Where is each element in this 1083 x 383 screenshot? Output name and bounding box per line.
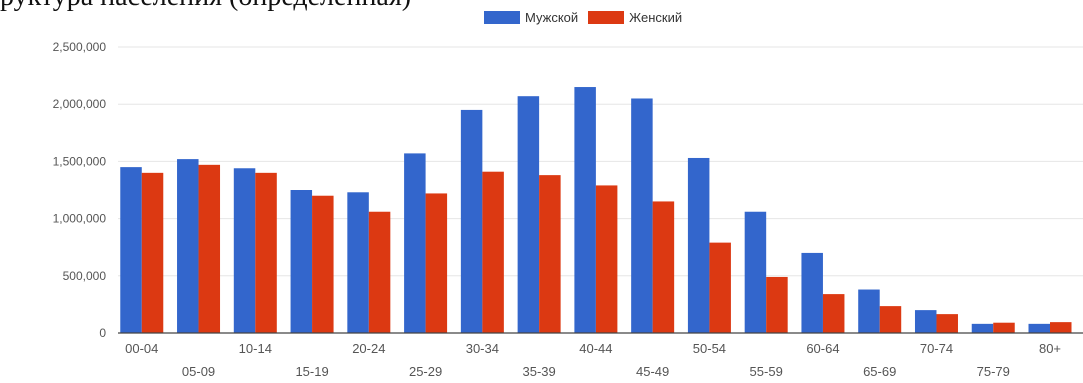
- bar-female-60-64: [822, 294, 845, 333]
- x-tick-label-45-49: 45-49: [636, 364, 669, 379]
- bar-male-25-29: [404, 153, 426, 333]
- legend-swatch-male: [484, 11, 520, 24]
- y-tick-label-5: 2,500,000: [53, 40, 107, 54]
- bar-male-40-44: [574, 87, 596, 333]
- x-tick-label-80+: 80+: [1039, 341, 1061, 356]
- bar-male-15-19: [290, 190, 313, 333]
- bar-female-50-54: [709, 242, 731, 333]
- x-tick-label-65-69: 65-69: [863, 364, 896, 379]
- y-tick-label-2: 1,000,000: [53, 212, 107, 226]
- bar-male-55-59: [744, 211, 767, 333]
- bar-female-70-74: [936, 314, 958, 333]
- bar-female-55-59: [766, 276, 788, 333]
- x-tick-label-10-14: 10-14: [239, 341, 272, 356]
- legend-swatch-female: [588, 11, 625, 24]
- bar-male-50-54: [687, 157, 710, 333]
- x-tick-label-35-39: 35-39: [522, 364, 555, 379]
- bar-female-05-09: [198, 164, 221, 333]
- bar-male-35-39: [517, 96, 540, 333]
- y-tick-label-4: 2,000,000: [53, 97, 107, 111]
- bar-male-70-74: [914, 310, 937, 333]
- bar-female-15-19: [312, 195, 334, 333]
- bar-male-80+: [1028, 323, 1051, 333]
- x-tick-label-15-19: 15-19: [295, 364, 328, 379]
- legend-item-male: Мужской: [484, 10, 578, 25]
- bar-male-60-64: [801, 252, 823, 333]
- bar-female-80+: [1050, 322, 1072, 333]
- x-tick-label-25-29: 25-29: [409, 364, 442, 379]
- x-tick-label-00-04: 00-04: [125, 341, 158, 356]
- x-tick-label-60-64: 60-64: [806, 341, 839, 356]
- x-tick-label-20-24: 20-24: [352, 341, 385, 356]
- bar-male-00-04: [120, 167, 142, 333]
- bar-female-10-14: [255, 172, 277, 333]
- x-tick-label-05-09: 05-09: [182, 364, 215, 379]
- x-tick-label-55-59: 55-59: [750, 364, 783, 379]
- y-tick-label-3: 1,500,000: [53, 154, 107, 168]
- legend-label-male: Мужской: [525, 10, 579, 25]
- bar-male-30-34: [460, 109, 483, 333]
- x-tick-label-75-79: 75-79: [977, 364, 1010, 379]
- bar-female-25-29: [425, 193, 448, 333]
- bar-male-45-49: [631, 98, 653, 333]
- bar-female-30-34: [482, 171, 504, 333]
- x-tick-label-30-34: 30-34: [466, 341, 499, 356]
- chart-legend: Мужской Женский: [484, 10, 692, 25]
- bar-male-75-79: [971, 323, 994, 333]
- bar-male-65-69: [858, 289, 880, 333]
- bar-male-20-24: [347, 192, 369, 333]
- bar-female-40-44: [595, 185, 618, 333]
- legend-item-female: Женский: [588, 10, 682, 25]
- bar-female-20-24: [368, 211, 391, 333]
- bar-female-45-49: [652, 201, 675, 333]
- x-tick-label-50-54: 50-54: [693, 341, 726, 356]
- bar-male-10-14: [233, 168, 256, 333]
- page-caption: руктура населения (определенная): [0, 0, 411, 13]
- legend-label-female: Женский: [629, 10, 683, 25]
- bar-male-05-09: [177, 159, 199, 333]
- y-tick-label-1: 500,000: [63, 269, 107, 283]
- bar-female-00-04: [141, 172, 164, 333]
- bar-female-75-79: [993, 322, 1015, 333]
- bar-female-35-39: [539, 175, 561, 333]
- x-tick-label-40-44: 40-44: [579, 341, 612, 356]
- bar-female-65-69: [879, 306, 902, 333]
- x-tick-label-70-74: 70-74: [920, 341, 953, 356]
- y-tick-label-0: 0: [99, 326, 106, 340]
